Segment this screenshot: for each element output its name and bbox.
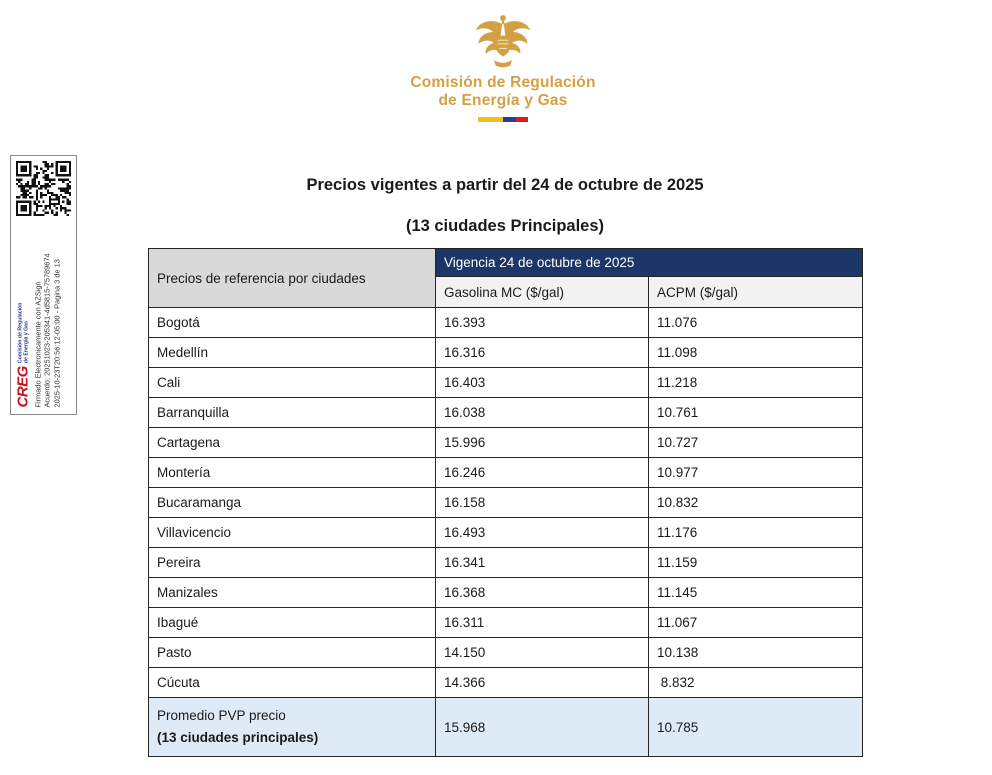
- table-row: Medellín 16.316 11.098: [148, 337, 863, 368]
- header-brand: Comisión de Regulación de Energía y Gas: [348, 12, 658, 122]
- city-cell: Manizales: [148, 577, 436, 608]
- city-cell: Barranquilla: [148, 397, 436, 428]
- acpm-cell: 10.727: [648, 427, 863, 458]
- acpm-cell: 10.977: [648, 457, 863, 488]
- creg-logo: CREG Comisión de Regulación de Energía y…: [15, 224, 32, 408]
- signature-stamp-box: CREG Comisión de Regulación de Energía y…: [10, 221, 77, 415]
- gasolina-cell: 15.996: [435, 427, 649, 458]
- acpm-cell: 11.145: [648, 577, 863, 608]
- org-name-line1: Comisión de Regulación: [410, 74, 596, 91]
- acpm-cell: 10.761: [648, 397, 863, 428]
- creg-logo-text: CREG: [14, 366, 32, 408]
- table-row: Bucaramanga 16.158 10.832: [148, 487, 863, 518]
- city-cell: Villavicencio: [148, 517, 436, 548]
- acpm-cell: 11.067: [648, 607, 863, 638]
- page-title: Precios vigentes a partir del 24 de octu…: [148, 176, 862, 236]
- gasolina-cell: 14.150: [435, 637, 649, 668]
- acpm-cell: 10.832: [648, 487, 863, 518]
- gasolina-cell: 16.311: [435, 607, 649, 638]
- gasolina-header-cell: Gasolina MC ($/gal): [435, 276, 649, 308]
- table-row: Bogotá 16.393 11.076: [148, 307, 863, 338]
- flag-yellow: [478, 117, 503, 122]
- gasolina-cell: 16.368: [435, 577, 649, 608]
- gasolina-cell: 16.393: [435, 307, 649, 338]
- average-label-line1: Promedio PVP precio: [157, 708, 286, 723]
- flag-blue: [503, 117, 516, 122]
- city-cell: Bucaramanga: [148, 487, 436, 518]
- average-label-cell: Promedio PVP precio (13 ciudades princip…: [148, 697, 436, 757]
- gasolina-cell: 16.403: [435, 367, 649, 398]
- table-row: Cúcuta 14.366 8.832: [148, 667, 863, 698]
- gasolina-cell: 16.038: [435, 397, 649, 428]
- gasolina-cell: 16.246: [435, 457, 649, 488]
- table-row: Ibagué 16.311 11.067: [148, 607, 863, 638]
- org-name-line2: de Energía y Gas: [438, 92, 568, 109]
- average-row: Promedio PVP precio (13 ciudades princip…: [148, 697, 863, 757]
- acpm-cell: 11.076: [648, 307, 863, 338]
- table-row: Pasto 14.150 10.138: [148, 637, 863, 668]
- average-label-line2: (13 ciudades principales): [157, 730, 319, 745]
- table-header-row-2: Gasolina MC ($/gal) ACPM ($/gal): [149, 276, 863, 308]
- acpm-cell: 11.098: [648, 337, 863, 368]
- gasolina-cell: 14.366: [435, 667, 649, 698]
- signature-line-3: 2025-10-23T20:56:12-05:00 - Pagina 3 de …: [52, 259, 62, 408]
- city-cell: Ibagué: [148, 607, 436, 638]
- table-header-row-1: Precios de referencia por ciudades Vigen…: [148, 248, 863, 308]
- table-row: Montería 16.246 10.977: [148, 457, 863, 488]
- city-cell: Medellín: [148, 337, 436, 368]
- signature-qr-box: [10, 155, 77, 222]
- city-cell: Pereira: [148, 547, 436, 578]
- corner-header-cell: Precios de referencia por ciudades: [148, 248, 436, 308]
- price-table: Precios de referencia por ciudades Vigen…: [148, 248, 863, 757]
- city-cell: Bogotá: [148, 307, 436, 338]
- table-row: Manizales 16.368 11.145: [148, 577, 863, 608]
- signature-rotated-content: CREG Comisión de Regulación de Energía y…: [14, 224, 75, 410]
- signature-line-2: Acuerdo: 20251023-205341-4d5815-75789674: [42, 253, 52, 408]
- creg-tagline-2: de Energía y Gas: [23, 321, 29, 364]
- table-row: Cali 16.403 11.218: [148, 367, 863, 398]
- title-line-1: Precios vigentes a partir del 24 de octu…: [306, 176, 704, 194]
- table-row: Villavicencio 16.493 11.176: [148, 517, 863, 548]
- title-line-2: (13 ciudades Principales): [405, 217, 605, 235]
- acpm-cell: 11.159: [648, 547, 863, 578]
- coat-of-arms-icon: [475, 15, 531, 68]
- colombia-flag-bar: [478, 117, 528, 122]
- city-cell: Cúcuta: [148, 667, 436, 698]
- city-cell: Pasto: [148, 637, 436, 668]
- price-table-body: Bogotá 16.393 11.076 Medellín 16.316 11.098 Ca…: [148, 307, 863, 698]
- average-gasolina-cell: 15.968: [435, 697, 649, 757]
- qr-code-icon: [16, 161, 71, 216]
- signature-line-1: Firmado Electronicamente con AZSign: [33, 281, 43, 408]
- table-row: Barranquilla 16.038 10.761: [148, 397, 863, 428]
- acpm-header-cell: ACPM ($/gal): [648, 276, 863, 308]
- city-cell: Cali: [148, 367, 436, 398]
- acpm-cell: 11.218: [648, 367, 863, 398]
- table-row: Pereira 16.341 11.159: [148, 547, 863, 578]
- acpm-cell: 10.138: [648, 637, 863, 668]
- city-cell: Cartagena: [148, 427, 436, 458]
- acpm-cell: 8.832: [648, 667, 863, 698]
- creg-tagline-1: Comisión de Regulación: [17, 302, 23, 364]
- flag-red: [515, 117, 528, 122]
- city-cell: Montería: [148, 457, 436, 488]
- average-acpm-cell: 10.785: [648, 697, 863, 757]
- gasolina-cell: 16.493: [435, 517, 649, 548]
- gasolina-cell: 16.316: [435, 337, 649, 368]
- gasolina-cell: 16.158: [435, 487, 649, 518]
- acpm-cell: 11.176: [648, 517, 863, 548]
- gasolina-cell: 16.341: [435, 547, 649, 578]
- vigencia-header-cell: Vigencia 24 de octubre de 2025: [435, 248, 863, 277]
- table-row: Cartagena 15.996 10.727: [148, 427, 863, 458]
